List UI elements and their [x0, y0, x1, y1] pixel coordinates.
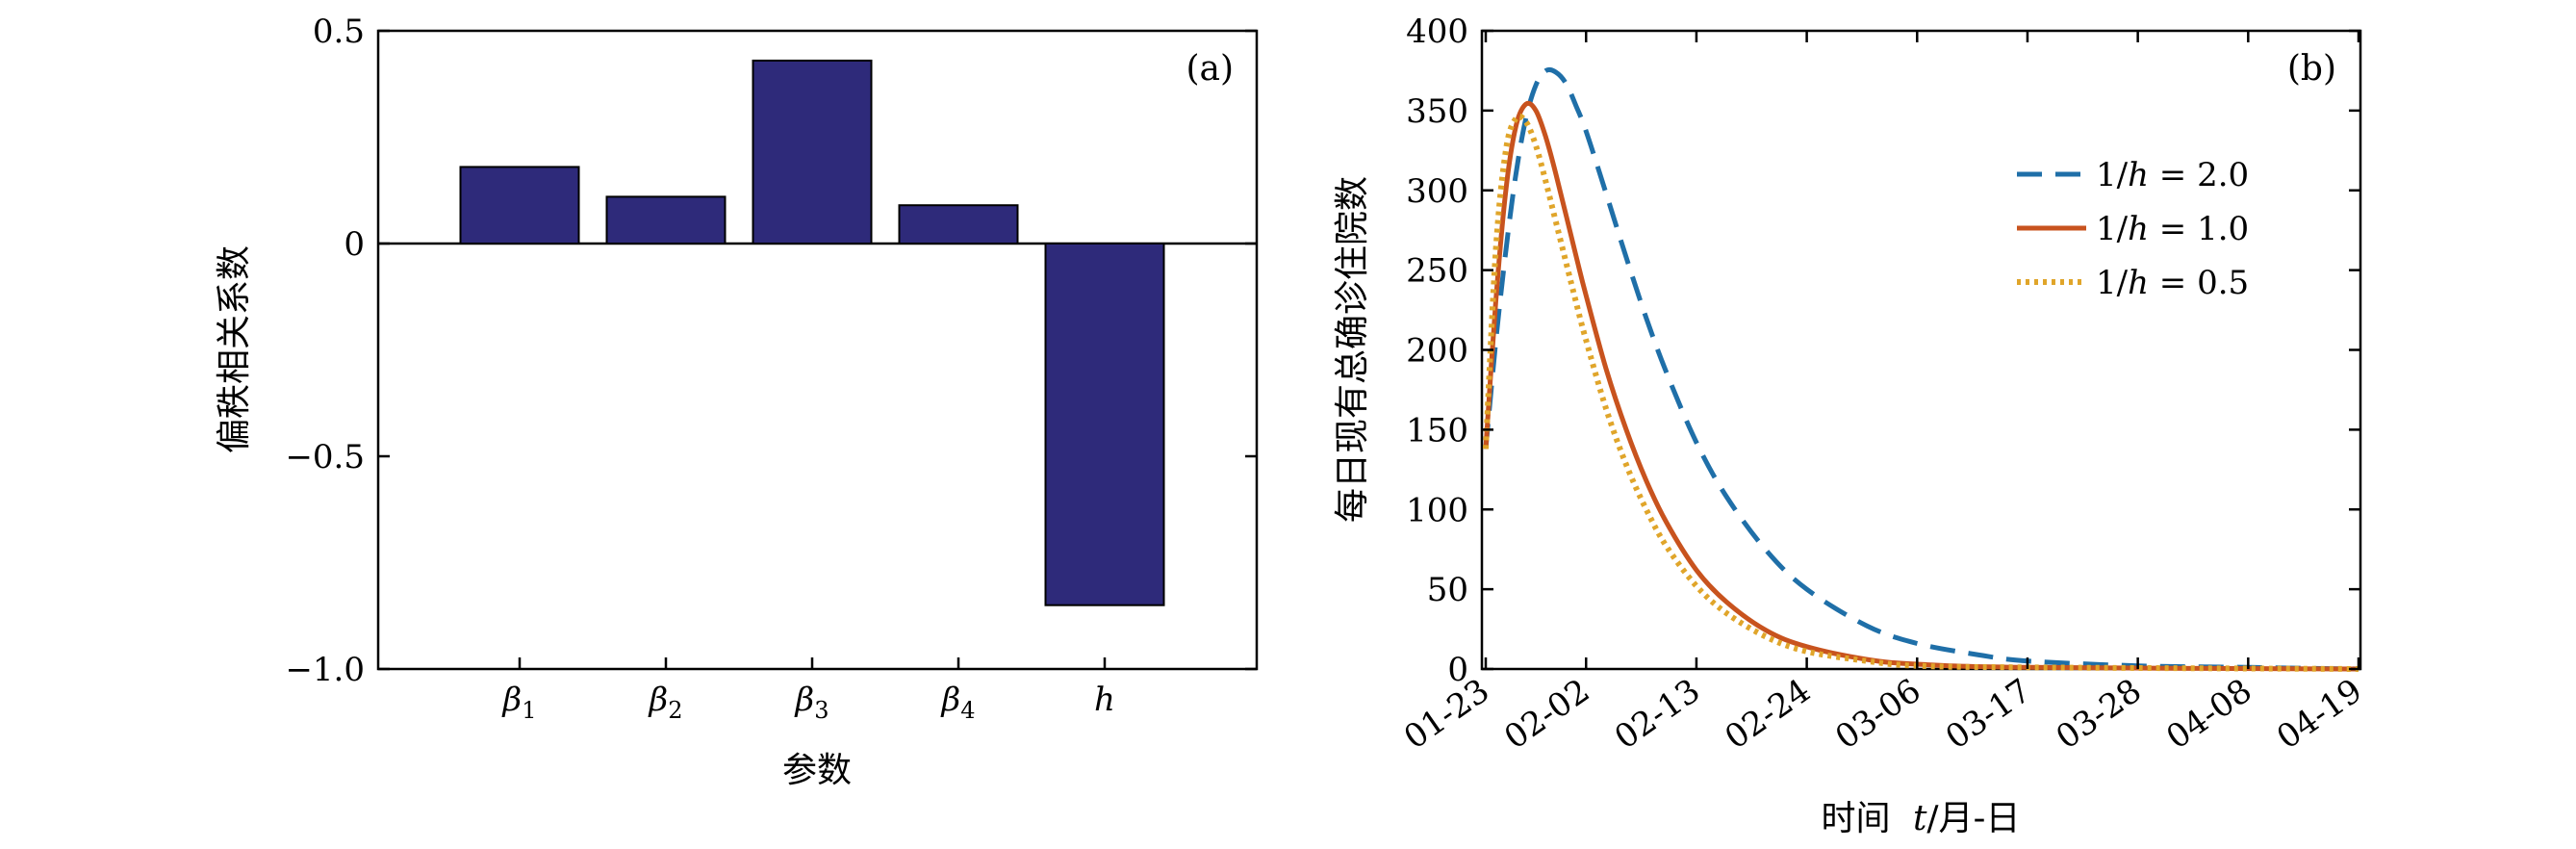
- x-tick-label: 03-28: [2050, 672, 2149, 758]
- x-tick-label-β4: β4: [940, 681, 976, 724]
- series-line-2: [1483, 113, 2359, 672]
- y-tick-label: 250: [1406, 252, 1468, 291]
- legend-label-2: 1/h = 0.5: [2096, 264, 2249, 302]
- panel-a: −1.0 −0.5 0 0.5 β1 β2 β3 β4 h (a) 参数 偏秩相关系数: [215, 13, 1259, 790]
- panel-b-legend: 1/h = 2.0 1/h = 1.0 1/h = 0.5: [2017, 156, 2249, 302]
- y-tick-label: 350: [1406, 92, 1468, 131]
- legend-label-1: 1/h = 1.0: [2096, 210, 2249, 248]
- bar-β3: [752, 59, 873, 244]
- panel-b-lines: [1483, 66, 2359, 672]
- panel-b-y-axis-title: 每日现有总确诊住院数: [1333, 176, 1372, 523]
- x-tick-label: 02-02: [1497, 672, 1596, 758]
- x-tick-label: 04-19: [2270, 672, 2369, 758]
- y-tick-label: 400: [1406, 13, 1468, 51]
- panel-a-bars: [459, 59, 1165, 606]
- series-line-1: [1483, 100, 2359, 672]
- y-tick-label: 300: [1406, 172, 1468, 211]
- y-tick-label: −0.5: [285, 438, 365, 476]
- panel-a-frame: [376, 29, 1259, 671]
- panel-b-x-axis-title-unit: /月-日: [1926, 799, 2020, 838]
- panel-a-label: (a): [1186, 49, 1234, 89]
- bar-β4: [898, 204, 1019, 244]
- y-tick-label: 0: [1447, 651, 1468, 689]
- y-tick-label: 0: [344, 225, 365, 264]
- panel-a-x-ticks: β1 β2 β3 β4 h: [501, 657, 1115, 724]
- panel-a-y-ticks: −1.0 −0.5 0 0.5: [285, 13, 1257, 689]
- x-tick-label: 03-06: [1828, 672, 1927, 758]
- panel-b-x-axis-title: 时间 t/月-日: [1821, 799, 2020, 838]
- y-tick-label: −1.0: [285, 651, 365, 689]
- x-tick-label-h: h: [1094, 681, 1115, 719]
- y-tick-label: 150: [1406, 411, 1468, 450]
- panel-b-frame: [1480, 29, 2362, 671]
- x-tick-label-β1: β1: [501, 681, 537, 724]
- x-tick-label-β3: β3: [794, 681, 829, 724]
- x-tick-label-β2: β2: [648, 681, 683, 724]
- panel-a-y-axis-title: 偏秩相关系数: [215, 245, 254, 453]
- x-tick-label: 03-17: [1939, 672, 2038, 758]
- legend-label-0: 1/h = 2.0: [2096, 156, 2249, 194]
- bar-β2: [605, 195, 727, 245]
- y-tick-label: 200: [1406, 332, 1468, 371]
- panel-a-x-axis-title: 参数: [782, 751, 852, 790]
- panel-b-x-axis-title-var: t: [1913, 799, 1927, 838]
- panel-b-x-ticks: 01-23 02-02 02-13 02-24 03-06 03-17 03-28 04-08…: [1397, 31, 2369, 758]
- bar-β1: [459, 166, 580, 244]
- series-line-0: [1483, 66, 2359, 672]
- y-tick-label: 100: [1406, 491, 1468, 529]
- panel-b-x-axis-title-main: 时间: [1821, 799, 1890, 838]
- panel-b-y-ticks: 0 50 100 150 200 250 300 350 400: [1406, 13, 2360, 689]
- x-tick-label: 02-13: [1608, 672, 1707, 758]
- x-tick-label: 02-24: [1719, 672, 1818, 758]
- bar-h: [1044, 243, 1165, 606]
- y-tick-label: 0.5: [313, 13, 365, 51]
- y-tick-label: 50: [1427, 571, 1468, 609]
- panel-b-label: (b): [2287, 49, 2336, 89]
- x-tick-label: 04-08: [2159, 672, 2258, 758]
